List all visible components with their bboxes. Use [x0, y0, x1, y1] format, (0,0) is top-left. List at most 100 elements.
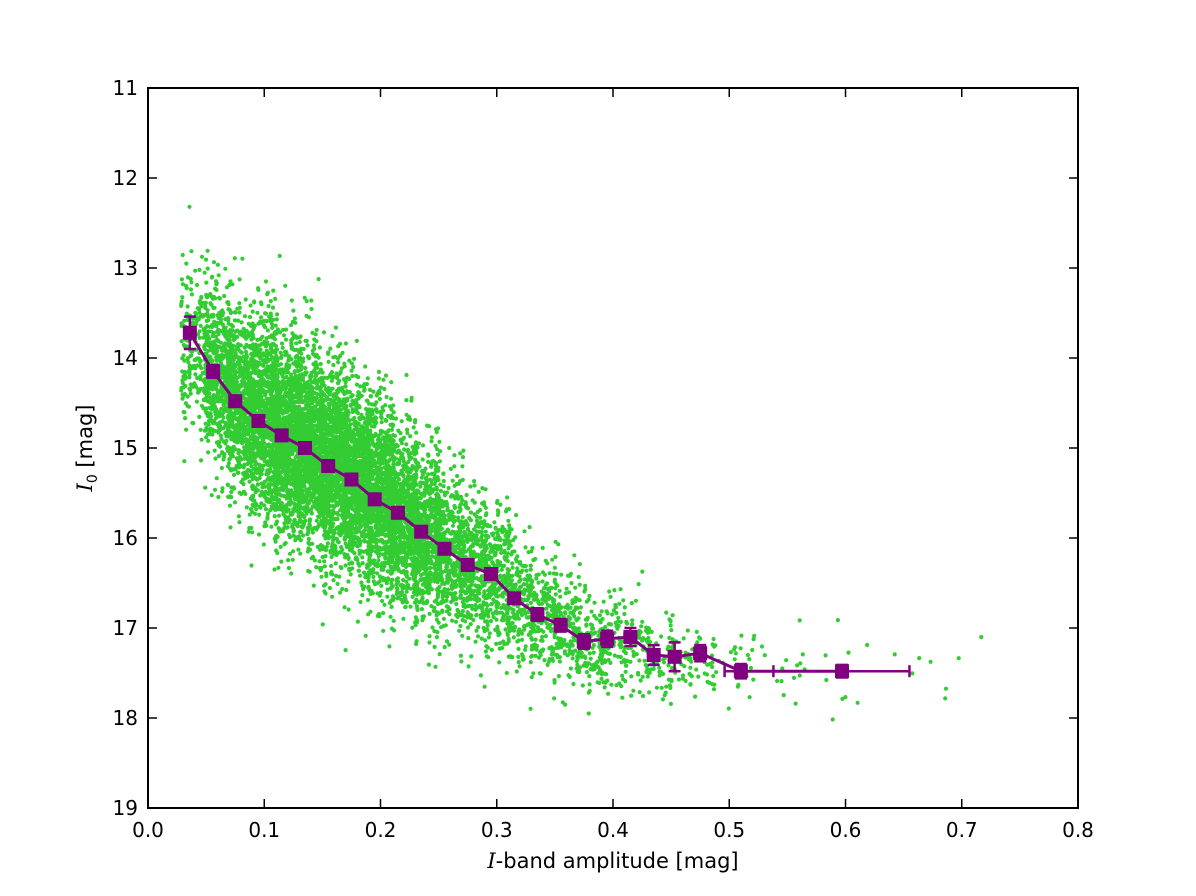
scatter-point [282, 525, 287, 530]
scatter-point [275, 312, 280, 317]
scatter-point [303, 365, 308, 371]
scatter-point [319, 518, 324, 523]
scatter-point [189, 353, 194, 358]
scatter-point [189, 383, 194, 388]
scatter-point [274, 459, 279, 464]
scatter-point [314, 518, 319, 523]
scatter-point [209, 493, 214, 498]
scatter-point [194, 399, 199, 404]
scatter-point [310, 330, 315, 335]
scatter-point [237, 277, 242, 282]
scatter-point [298, 363, 303, 368]
scatter-point [251, 466, 256, 471]
scatter-point [243, 384, 248, 389]
scatter-point [266, 491, 271, 496]
scatter-point [289, 338, 294, 343]
scatter-point [198, 301, 203, 306]
scatter-point [272, 503, 277, 508]
scatter-point [236, 451, 241, 456]
scatter-point [237, 331, 242, 336]
scatter-point [240, 369, 245, 374]
scatter-point [232, 256, 237, 261]
scatter-point [204, 406, 209, 411]
scatter-point [188, 391, 193, 396]
scatter-point [215, 313, 220, 318]
scatter-point [237, 301, 242, 306]
scatter-point [274, 443, 279, 448]
scatter-point [252, 430, 257, 435]
scatter-point [217, 321, 222, 326]
scatter-point [283, 327, 289, 332]
scatter-point [267, 412, 272, 417]
scatter-point [197, 307, 202, 312]
scatter-point [314, 327, 319, 333]
scatter-point [282, 447, 287, 452]
scatter-point [219, 436, 224, 442]
scatter-point [231, 472, 237, 477]
scatter-point [270, 325, 275, 330]
scatter-point [288, 372, 294, 377]
scatter-point [222, 402, 227, 407]
scatter-point [283, 386, 288, 391]
scatter-point [226, 376, 231, 381]
scatter-point [326, 359, 331, 364]
scatter-point [261, 542, 266, 547]
scatter-point [252, 394, 257, 399]
scatter-point [280, 374, 285, 379]
scatter-point [262, 454, 267, 459]
scatter-point [185, 403, 190, 408]
scatter-point [301, 459, 306, 464]
scatter-point [240, 450, 245, 455]
scatter-point [179, 277, 184, 282]
scatter-point [202, 347, 207, 352]
scatter-point [267, 314, 272, 319]
scatter-point [273, 399, 278, 404]
scatter-point [274, 486, 279, 492]
scatter-point [314, 498, 319, 503]
scatter-point [286, 565, 291, 571]
scatter-point [216, 443, 221, 448]
scatter-point [213, 379, 218, 384]
scatter-point [217, 399, 222, 404]
scatter-point [269, 524, 274, 529]
scatter-point [250, 332, 255, 337]
scatter-point [279, 353, 284, 358]
scatter-point [180, 252, 185, 258]
scatter-point [198, 427, 203, 432]
scatter-point [264, 344, 269, 349]
scatter-point [213, 416, 218, 421]
scatter-point [264, 318, 269, 324]
scatter-point [216, 428, 222, 433]
scatter-point [284, 468, 289, 473]
scatter-point [244, 342, 249, 347]
scatter-point [306, 529, 311, 534]
scatter-point [279, 454, 284, 459]
scatter-point [289, 571, 294, 576]
scatter-point [287, 463, 292, 469]
scatter-point [308, 517, 313, 522]
scatter-point [181, 385, 186, 390]
scatter-point [291, 417, 296, 423]
scatter-point [295, 483, 301, 488]
scatter-point [237, 310, 242, 315]
scatter-point [245, 469, 250, 474]
scatter-point [286, 558, 291, 563]
scatter-point [218, 433, 223, 438]
scatter-point [297, 434, 302, 439]
scatter-point [209, 402, 214, 407]
scatter-point [314, 352, 319, 357]
scatter-point [214, 476, 219, 481]
scatter-point [305, 505, 310, 510]
scatter-point [231, 367, 236, 372]
scatter-point [295, 368, 300, 373]
scatter-point [304, 416, 309, 421]
scatter-point [199, 403, 204, 408]
scatter-point [240, 256, 245, 261]
scatter-point [187, 386, 192, 391]
scatter-point [242, 314, 248, 319]
scatter-point [217, 295, 222, 300]
scatter-point [210, 344, 215, 349]
scatter-point [179, 339, 184, 344]
scatter-point [227, 457, 232, 462]
scatter-point [227, 494, 232, 499]
